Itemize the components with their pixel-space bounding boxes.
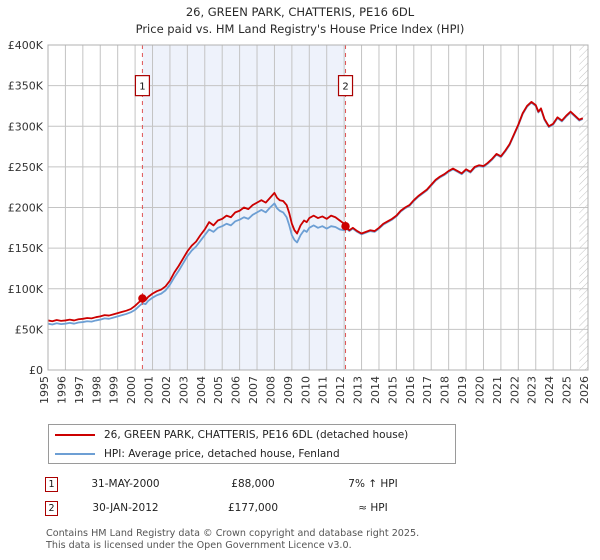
svg-text:2007: 2007 (247, 376, 260, 404)
svg-text:2017: 2017 (421, 376, 434, 404)
x-axis-labels: 1995 1996 1997 1998 1999 2000 2001 2002 2003 2004… (38, 376, 591, 404)
svg-text:2024: 2024 (543, 376, 556, 404)
svg-text:2019: 2019 (456, 376, 469, 404)
svg-text:2013: 2013 (352, 376, 365, 404)
svg-text:£0: £0 (29, 364, 43, 377)
svg-text:2020: 2020 (473, 376, 486, 404)
svg-text:2005: 2005 (212, 376, 225, 404)
transaction-date-2: 30-JAN-2012 (92, 502, 159, 514)
svg-text:2016: 2016 (404, 376, 417, 404)
grid-lines (47, 44, 589, 371)
svg-text:£350K: £350K (8, 80, 44, 93)
svg-text:2026: 2026 (578, 376, 591, 404)
svg-text:£300K: £300K (8, 120, 44, 133)
svg-text:2025: 2025 (561, 376, 574, 404)
table-row: 2 30-JAN-2012 £177,000 ≈ HPI (45, 496, 465, 520)
table-row: 1 31-MAY-2000 £88,000 7% ↑ HPI (45, 472, 465, 496)
svg-text:2000: 2000 (125, 376, 138, 404)
legend-swatch-blue-icon (55, 452, 95, 455)
transaction-badge-2: 2 (45, 500, 58, 516)
svg-text:2023: 2023 (526, 376, 539, 404)
svg-text:£50K: £50K (15, 323, 44, 336)
title-line-2: Price paid vs. HM Land Registry's House … (135, 22, 465, 36)
svg-text:1997: 1997 (73, 376, 86, 404)
svg-text:2018: 2018 (439, 376, 452, 404)
svg-text:1995: 1995 (38, 376, 51, 404)
svg-text:1998: 1998 (90, 376, 103, 404)
svg-text:2010: 2010 (299, 376, 312, 404)
svg-text:1: 1 (139, 82, 145, 93)
footer-line-1: Contains HM Land Registry data © Crown c… (46, 528, 420, 539)
price-history-plot: £0 £50K £100K £150K £200K £250K £300K £350K £400… (8, 39, 591, 404)
svg-text:2008: 2008 (264, 376, 277, 404)
svg-text:1999: 1999 (108, 376, 121, 404)
chart-title: 26, GREEN PARK, CHATTERIS, PE16 6DL Pric… (0, 4, 600, 38)
svg-text:2003: 2003 (177, 376, 190, 404)
svg-text:2: 2 (342, 82, 348, 93)
plot-border (47, 44, 589, 371)
legend-swatch-red-icon (55, 433, 95, 436)
svg-text:2021: 2021 (491, 376, 504, 404)
svg-text:1996: 1996 (55, 376, 68, 404)
transactions-table: 1 31-MAY-2000 £88,000 7% ↑ HPI 2 30-JAN-… (45, 472, 465, 520)
svg-text:2002: 2002 (160, 376, 173, 404)
svg-text:£250K: £250K (8, 161, 44, 174)
svg-text:£400K: £400K (8, 39, 44, 52)
y-axis-labels: £0 £50K £100K £150K £200K £250K £300K £350K £400… (8, 39, 44, 377)
svg-text:£200K: £200K (8, 202, 44, 215)
transaction-hpi-delta-2: ≈ HPI (358, 502, 388, 514)
footer-line-2: This data is licensed under the Open Gov… (46, 539, 352, 551)
transaction-price-2: £177,000 (227, 502, 279, 514)
svg-text:2022: 2022 (508, 376, 521, 404)
title-line-1: 26, GREEN PARK, CHATTERIS, PE16 6DL (185, 5, 415, 19)
transaction-hpi-delta-1: 7% ↑ HPI (348, 478, 398, 490)
legend-label-property: 26, GREEN PARK, CHATTERIS, PE16 6DL (det… (104, 428, 409, 441)
svg-text:2004: 2004 (195, 376, 208, 404)
svg-text:2014: 2014 (369, 376, 382, 404)
svg-text:2006: 2006 (230, 376, 243, 404)
svg-text:2011: 2011 (317, 376, 330, 404)
chart-legend: 26, GREEN PARK, CHATTERIS, PE16 6DL (det… (48, 424, 456, 464)
transaction-badge-1: 1 (45, 476, 58, 492)
transaction-date-1: 31-MAY-2000 (91, 478, 160, 490)
svg-text:£150K: £150K (8, 242, 44, 255)
copyright-footer: Contains HM Land Registry data © Crown c… (46, 528, 576, 551)
legend-item-hpi: HPI: Average price, detached house, Fenl… (49, 444, 455, 463)
svg-text:2001: 2001 (143, 376, 156, 404)
legend-item-property: 26, GREEN PARK, CHATTERIS, PE16 6DL (det… (49, 425, 455, 444)
svg-text:2015: 2015 (386, 376, 399, 404)
transaction-price-1: £88,000 (231, 478, 275, 490)
svg-text:2009: 2009 (282, 376, 295, 404)
legend-label-hpi: HPI: Average price, detached house, Fenl… (104, 447, 340, 460)
svg-text:2012: 2012 (334, 376, 347, 404)
svg-text:£100K: £100K (8, 283, 44, 296)
